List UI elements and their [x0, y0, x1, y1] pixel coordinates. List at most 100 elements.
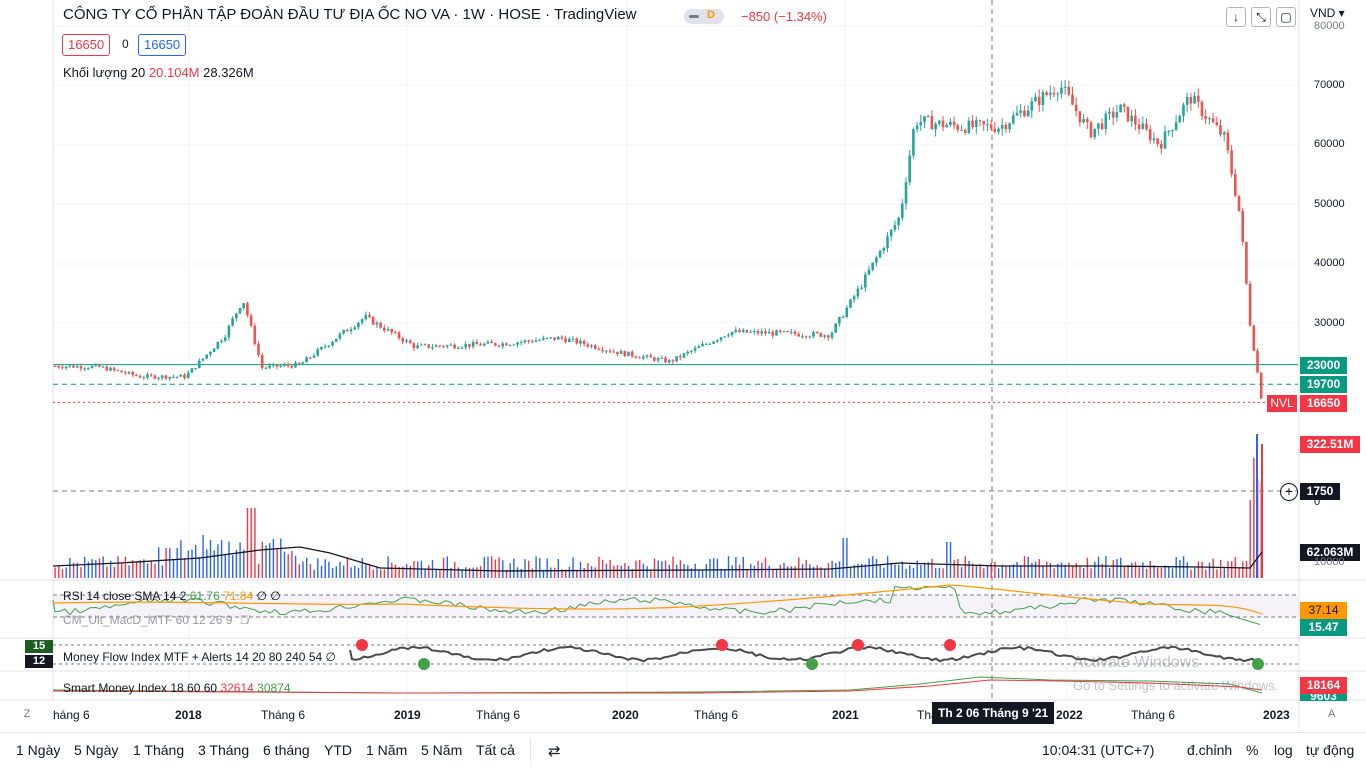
- currency-label: VND: [1310, 6, 1336, 20]
- range-5y-button[interactable]: 5 Năm: [421, 742, 463, 758]
- volume-bar: [398, 567, 400, 578]
- volume-bar: [983, 568, 985, 578]
- candle-body: [838, 316, 841, 324]
- range-6m-button[interactable]: 6 tháng: [263, 742, 310, 758]
- arrow-down-icon[interactable]: ↓: [1226, 7, 1246, 27]
- volume-bar: [679, 560, 682, 578]
- candle-body: [845, 307, 849, 317]
- candle-body: [1245, 241, 1248, 284]
- volume-bar: [827, 563, 830, 578]
- candle-body: [1126, 106, 1130, 122]
- zoom-icon[interactable]: Z: [23, 708, 31, 720]
- range-1m-button[interactable]: 1 Tháng: [133, 742, 185, 758]
- candle-body: [1145, 123, 1148, 130]
- volume-bar: [1168, 566, 1170, 578]
- candle-body: [220, 340, 223, 342]
- candle-body: [634, 356, 638, 358]
- volume-bar: [1101, 563, 1103, 578]
- volume-bar: [335, 566, 337, 578]
- auto-button[interactable]: tự động: [1306, 742, 1355, 758]
- clock-time[interactable]: 10:04:31 (UTC+7): [1042, 742, 1155, 758]
- volume-bar: [705, 563, 707, 578]
- add-plus-icon[interactable]: +: [1280, 483, 1298, 501]
- eye-hidden-icon[interactable]: 👁̸: [239, 613, 249, 627]
- candle-body: [834, 323, 837, 333]
- volume-bar: [209, 540, 212, 578]
- x-tick: 2022: [1056, 708, 1083, 722]
- volume-bar: [590, 566, 593, 578]
- mfi-line: [349, 645, 1261, 663]
- range-1d-button[interactable]: 1 Ngày: [16, 742, 61, 758]
- volume-bar: [664, 560, 667, 578]
- candle-body: [875, 257, 878, 263]
- candle-body: [901, 203, 904, 218]
- interval-toggle[interactable]: D: [684, 9, 724, 24]
- price-tick: 60000: [1314, 138, 1345, 150]
- volume-bar: [213, 550, 215, 578]
- adjust-button[interactable]: đ.chỉnh: [1187, 742, 1233, 758]
- candle-body: [760, 331, 763, 334]
- currency-select[interactable]: VND ▾: [1310, 6, 1345, 20]
- candle-body: [445, 345, 449, 347]
- candle-body: [1134, 115, 1137, 125]
- candle-body: [1259, 372, 1263, 399]
- collapse-icon[interactable]: ⤡: [1251, 7, 1271, 27]
- volume-bar: [1212, 558, 1214, 578]
- volume-ma-tag: 62.063M: [1300, 544, 1360, 561]
- percent-button[interactable]: %: [1246, 742, 1259, 758]
- crosshair-date-label: Th 2 06 Tháng 9 '21: [932, 702, 1055, 724]
- volume-bar: [1253, 457, 1255, 578]
- candle-body: [360, 319, 364, 323]
- candle-body: [582, 340, 586, 345]
- candle-body: [394, 332, 397, 334]
- candle-body: [1174, 122, 1178, 131]
- range-all-button[interactable]: Tất cả: [476, 742, 515, 758]
- price-tick: 70000: [1314, 79, 1345, 91]
- buy-price-button[interactable]: 16650: [138, 34, 187, 56]
- range-ytd-button[interactable]: YTD: [324, 742, 352, 758]
- candle-body: [719, 337, 723, 341]
- log-button[interactable]: log: [1274, 742, 1293, 758]
- candle-body: [331, 341, 334, 346]
- volume-bar: [683, 564, 685, 578]
- candle-body: [704, 343, 708, 345]
- volume-bar: [1083, 567, 1085, 578]
- volume-bar: [309, 564, 312, 578]
- sell-price-button[interactable]: 16650: [62, 34, 111, 56]
- volume-bar: [920, 565, 922, 578]
- candle-body: [231, 318, 234, 326]
- crosshair-price-tag: 1750: [1300, 483, 1340, 500]
- candle-body: [930, 116, 934, 130]
- candle-body: [1082, 118, 1085, 123]
- goto-date-icon[interactable]: ⇄: [548, 743, 561, 760]
- candle-body: [1237, 195, 1241, 211]
- mfi-legend-label: Money Flow Index MTF + Alerts 14 20 80 2…: [63, 650, 306, 664]
- volume-bar: [487, 556, 489, 578]
- candle-body: [1256, 350, 1259, 373]
- range-5d-button[interactable]: 5 Ngày: [74, 742, 119, 758]
- candle-body: [956, 125, 960, 130]
- candle-body: [53, 365, 57, 367]
- range-1y-button[interactable]: 1 Năm: [366, 742, 408, 758]
- volume-bar: [195, 544, 197, 578]
- auto-scale-icon[interactable]: A: [1328, 708, 1336, 720]
- volume-bar: [1219, 559, 1222, 578]
- volume-bar: [479, 566, 482, 578]
- volume-bar: [1208, 562, 1211, 578]
- price-tick: 40000: [1314, 257, 1345, 269]
- volume-bar: [938, 567, 941, 578]
- candle-body: [186, 372, 190, 379]
- candle-body: [1152, 138, 1156, 141]
- candle-body: [568, 339, 571, 343]
- range-3m-button[interactable]: 3 Tháng: [198, 742, 250, 758]
- maximize-icon[interactable]: ▢: [1276, 7, 1296, 27]
- candle-body: [172, 376, 175, 378]
- volume-bar: [124, 556, 127, 578]
- volume-bar: [58, 565, 60, 578]
- candle-body: [475, 342, 479, 345]
- candle-body: [627, 351, 630, 357]
- volume-bar: [820, 567, 822, 578]
- volume-bar: [498, 557, 500, 578]
- volume-bar: [1071, 566, 1074, 578]
